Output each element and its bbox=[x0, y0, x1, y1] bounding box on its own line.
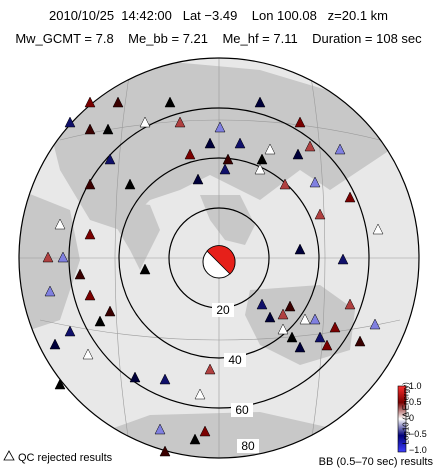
station-triangle bbox=[264, 143, 276, 155]
station-triangle bbox=[199, 425, 211, 437]
station-triangle bbox=[304, 140, 316, 152]
station-triangle bbox=[372, 223, 384, 235]
station-triangle bbox=[354, 335, 366, 347]
station-triangle bbox=[321, 339, 333, 351]
station-triangle bbox=[84, 123, 96, 135]
station-triangle bbox=[284, 300, 296, 312]
station-triangle bbox=[254, 96, 266, 108]
station-triangle bbox=[104, 153, 116, 165]
colorbar-tick-neg05: −0.5 bbox=[409, 429, 427, 439]
station-triangle bbox=[94, 315, 106, 327]
station-triangle bbox=[139, 263, 151, 275]
station-triangle bbox=[256, 298, 268, 310]
station-triangle bbox=[49, 338, 61, 350]
station-triangle bbox=[204, 137, 216, 149]
station-triangle bbox=[344, 298, 356, 310]
colorbar bbox=[397, 385, 407, 453]
station-triangle bbox=[294, 116, 306, 128]
station-triangle bbox=[254, 163, 266, 175]
ring-60 bbox=[68, 107, 370, 409]
station-triangle bbox=[129, 371, 141, 383]
station-triangle bbox=[314, 331, 326, 343]
station-triangle bbox=[214, 121, 226, 133]
colorbar-tick-05: 0.5 bbox=[409, 397, 422, 407]
station-triangle bbox=[286, 331, 298, 343]
station-triangle bbox=[57, 251, 69, 263]
ring-80 bbox=[18, 57, 420, 459]
station-triangle bbox=[139, 116, 151, 128]
station-triangle bbox=[277, 323, 289, 335]
station-triangle bbox=[294, 243, 306, 255]
station-triangle bbox=[294, 341, 306, 353]
station-triangle bbox=[334, 143, 346, 155]
station-triangle bbox=[204, 363, 216, 375]
station-triangle bbox=[84, 228, 96, 240]
station-triangle bbox=[159, 373, 171, 385]
station-triangle bbox=[234, 137, 246, 149]
station-triangle bbox=[329, 321, 341, 333]
station-triangle bbox=[192, 173, 204, 185]
event-info-line2: Mw_GCMT = 7.8 Me_bb = 7.21 Me_hf = 7.11 … bbox=[15, 31, 422, 46]
ring-label-60: 60 bbox=[235, 403, 249, 417]
ring-40 bbox=[118, 157, 320, 359]
station-triangle bbox=[277, 308, 289, 320]
qc-rejected-label: QC rejected results bbox=[18, 452, 113, 464]
station-triangle bbox=[337, 253, 349, 265]
station-triangle bbox=[64, 325, 76, 337]
bb-results-label: BB (0.5–70 sec) results bbox=[318, 456, 433, 468]
station-triangle bbox=[314, 208, 326, 220]
station-triangle bbox=[309, 176, 321, 188]
station-triangle bbox=[84, 289, 96, 301]
ring-label-40: 40 bbox=[228, 353, 242, 367]
station-triangle bbox=[44, 285, 56, 297]
station-triangle bbox=[54, 218, 66, 230]
station-triangle bbox=[299, 313, 311, 325]
station-triangle bbox=[154, 423, 166, 435]
distance-rings bbox=[18, 57, 420, 459]
colorbar-title: Log10 (Δ Energy) bbox=[401, 382, 411, 445]
station-triangle bbox=[194, 388, 206, 400]
station-triangle bbox=[64, 116, 76, 128]
station-triangle bbox=[279, 178, 291, 190]
station-triangle bbox=[124, 178, 136, 190]
station-triangle bbox=[104, 305, 116, 317]
station-triangle bbox=[42, 251, 54, 263]
station-triangle bbox=[184, 148, 196, 160]
station-triangle bbox=[164, 96, 176, 108]
india-landmass bbox=[110, 200, 160, 270]
station-triangle bbox=[309, 313, 321, 325]
station-triangle bbox=[82, 348, 94, 360]
station-triangle bbox=[54, 378, 66, 390]
station-triangle bbox=[84, 96, 96, 108]
ring-label-20: 20 bbox=[216, 303, 230, 317]
station-triangle bbox=[219, 163, 231, 175]
ring-label-80: 80 bbox=[241, 439, 255, 453]
station-triangle bbox=[102, 123, 114, 135]
station-triangle bbox=[222, 153, 234, 165]
colorbar-tick-0: 0 bbox=[409, 413, 415, 423]
event-info-line1: 2010/10/25 14:42:00 Lat −3.49 Lon 100.08… bbox=[49, 8, 388, 23]
se-asia-landmass bbox=[200, 195, 255, 245]
qc-rejected-legend-triangle bbox=[3, 450, 15, 461]
station-triangle bbox=[112, 96, 124, 108]
colorbar-tick-neg1: −1.0 bbox=[409, 445, 427, 455]
station-triangle bbox=[189, 433, 201, 445]
station-triangle bbox=[344, 191, 356, 203]
focal-mechanism-beachball bbox=[202, 245, 236, 279]
station-markers bbox=[42, 96, 384, 457]
station-triangle bbox=[159, 445, 171, 457]
station-triangle bbox=[292, 148, 304, 160]
station-triangle bbox=[369, 318, 381, 330]
station-triangle bbox=[264, 311, 276, 323]
station-triangle bbox=[174, 116, 186, 128]
station-triangle bbox=[84, 178, 96, 190]
station-triangle bbox=[256, 153, 268, 165]
colorbar-tick-1: 1.0 bbox=[409, 381, 422, 391]
station-triangle bbox=[74, 268, 86, 280]
